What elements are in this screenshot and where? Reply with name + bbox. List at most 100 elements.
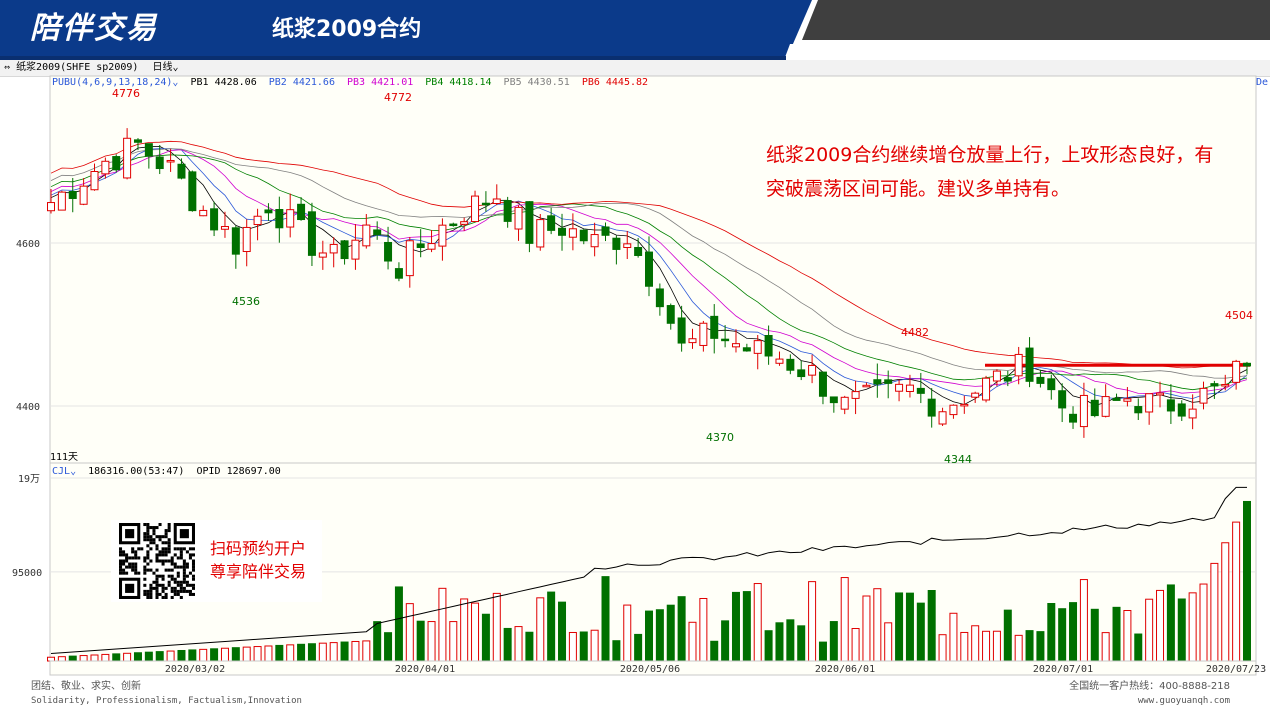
- qr-module: [164, 535, 168, 539]
- volume-bar: [525, 631, 534, 662]
- qr-module: [146, 592, 150, 596]
- candle-body: [101, 160, 110, 175]
- qr-module: [137, 571, 141, 575]
- chevron-down-icon[interactable]: ⌄: [70, 466, 77, 477]
- qr-module: [146, 538, 150, 542]
- volume-bar: [394, 586, 403, 662]
- qr-module: [149, 589, 153, 593]
- price-annotations: 4776 4772 4536 4482 4370 4344 4504: [112, 87, 1253, 466]
- qr-module: [146, 595, 150, 599]
- indicator-name[interactable]: PUBU(4,6,9,13,18,24): [52, 77, 173, 88]
- qr-module: [167, 574, 171, 578]
- candle-body: [90, 171, 99, 191]
- qr-module: [176, 547, 180, 551]
- period-selector[interactable]: 日线⌄: [152, 62, 178, 73]
- link-icon[interactable]: ⇔: [4, 62, 11, 73]
- candle-body: [775, 358, 784, 364]
- qr-module: [164, 586, 168, 590]
- qr-module: [164, 559, 168, 563]
- qr-finder-core: [125, 529, 135, 539]
- volume-bar: [797, 625, 806, 662]
- candle-body: [492, 198, 501, 204]
- candle-body: [166, 159, 175, 163]
- qr-module: [164, 532, 168, 536]
- volume-bar: [362, 640, 371, 662]
- candle-body: [199, 209, 208, 217]
- volume-bar: [971, 625, 980, 662]
- volume-bar: [471, 602, 480, 662]
- qr-module: [155, 574, 159, 578]
- candle-body: [1166, 399, 1175, 412]
- qr-module: [161, 583, 165, 587]
- candle-body: [731, 343, 740, 348]
- qr-module: [122, 568, 126, 572]
- contract-selector[interactable]: 纸浆2009(SHFE sp2009): [16, 62, 139, 73]
- qr-module: [164, 550, 168, 554]
- qr-module: [131, 550, 135, 554]
- volume-bar: [612, 640, 621, 662]
- qr-module: [143, 556, 147, 560]
- volume-bar: [655, 609, 664, 662]
- candle-body: [384, 241, 393, 262]
- qr-module: [185, 583, 189, 587]
- page-title: 纸浆2009合约: [272, 17, 422, 42]
- volume-bar: [188, 649, 197, 662]
- candle-body: [47, 202, 55, 212]
- qr-module: [152, 532, 156, 536]
- qr-module: [158, 583, 162, 587]
- candle-body: [645, 251, 653, 287]
- qr-module: [185, 550, 189, 554]
- qr-module: [128, 565, 132, 569]
- candle-body: [351, 239, 360, 260]
- chevron-down-icon[interactable]: ⌄: [172, 77, 179, 88]
- qr-module: [164, 553, 168, 557]
- qr-module: [158, 550, 162, 554]
- qr-module: [161, 586, 165, 590]
- qr-module: [158, 553, 162, 557]
- qr-module: [155, 526, 159, 530]
- qr-module: [149, 559, 153, 563]
- qr-module: [134, 550, 138, 554]
- qr-module: [143, 589, 147, 593]
- volume-bar: [992, 630, 1001, 662]
- candle-body: [449, 223, 458, 227]
- qr-module: [170, 556, 174, 560]
- qr-module: [179, 580, 183, 584]
- volume-bar: [253, 646, 262, 662]
- qr-module: [191, 562, 195, 566]
- volume-indicator-name[interactable]: CJL: [52, 466, 71, 477]
- qr-module: [155, 589, 159, 593]
- promo-line-2: 尊享陪伴交易: [210, 562, 307, 581]
- candle-body: [177, 163, 186, 179]
- volume-bar: [133, 652, 142, 662]
- volume-bar: [960, 631, 969, 662]
- qr-module: [146, 556, 150, 560]
- candle-body: [188, 171, 197, 212]
- qr-module: [173, 547, 177, 551]
- price-grid: [50, 242, 1256, 407]
- volume-bar: [47, 656, 55, 662]
- volume-bar: [818, 641, 827, 662]
- volume-bar: [384, 632, 393, 662]
- qr-module: [149, 592, 153, 596]
- candle-body: [144, 143, 153, 157]
- qr-module: [191, 592, 195, 596]
- candle-body: [79, 185, 88, 205]
- volume-bar: [242, 646, 251, 662]
- qr-module: [122, 562, 126, 566]
- qr-module: [179, 550, 183, 554]
- qr-module: [176, 589, 180, 593]
- qr-module: [167, 523, 171, 527]
- candle-body: [601, 226, 610, 236]
- qr-module: [122, 559, 126, 563]
- qr-module: [191, 568, 195, 572]
- date-tick-label: 2020/03/02: [165, 664, 225, 675]
- candle-body: [895, 383, 904, 392]
- ma-line-pb4: [50, 154, 1248, 391]
- qr-module: [122, 553, 126, 557]
- volume-bar: [1188, 592, 1197, 662]
- qr-module: [146, 532, 150, 536]
- volume-bar: [307, 643, 316, 662]
- volume-bar: [721, 620, 730, 662]
